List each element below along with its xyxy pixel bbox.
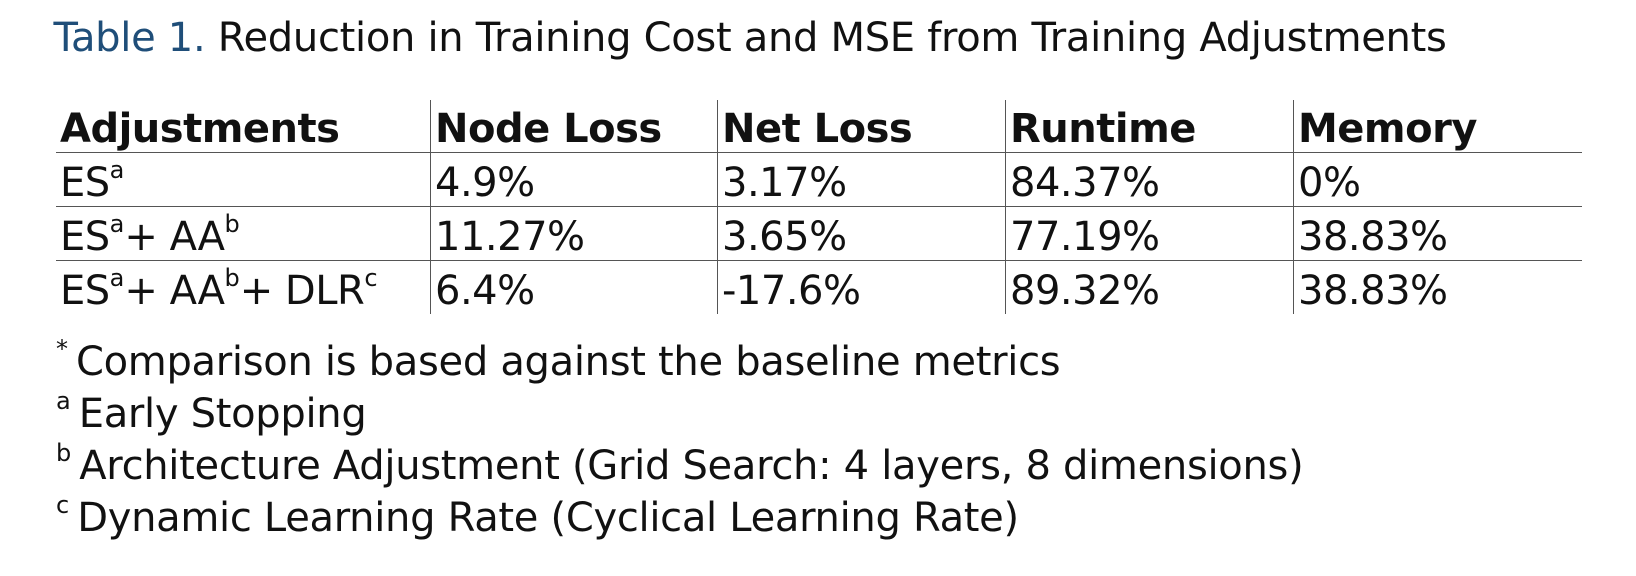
runtime-cell: 89.32% [1005, 260, 1294, 314]
table-row: ESa+ AAb+ DLRc 6.4% -17.6% 89.32% 38.83% [56, 260, 1582, 314]
header-net-loss: Net Loss [717, 100, 1006, 153]
table-caption: Table 1. Reduction in Training Cost and … [0, 12, 1500, 64]
adjustment-text: ES [60, 160, 110, 206]
footnote-text: Comparison is based against the baseline… [76, 339, 1061, 385]
table-row: ESa 4.9% 3.17% 84.37% 0% [56, 152, 1582, 207]
footnote-marker: a [56, 387, 71, 415]
node-loss-cell: 11.27% [430, 206, 718, 261]
footnote-marker: b [56, 439, 72, 467]
adjustment-text: ES [60, 214, 110, 260]
table-header-row: Adjustments Node Loss Net Loss Runtime M… [56, 100, 1582, 153]
net-loss-cell: 3.65% [717, 206, 1006, 261]
header-adjustments: Adjustments [56, 100, 431, 153]
footnote: c Dynamic Learning Rate (Cyclical Learnin… [56, 492, 1303, 544]
runtime-cell: 84.37% [1005, 152, 1294, 207]
footnote: * Comparison is based against the baselin… [56, 336, 1303, 388]
table-caption-label: Table 1. [53, 15, 206, 61]
table-row: ESa+ AAb 11.27% 3.65% 77.19% 38.83% [56, 206, 1582, 261]
memory-cell: 0% [1293, 152, 1582, 207]
runtime-cell: 77.19% [1005, 206, 1294, 261]
footnote-marker: * [56, 335, 68, 363]
adjustment-cell: ESa+ AAb+ DLRc [56, 261, 431, 314]
adjustment-text: + AA [124, 214, 225, 260]
footnote-marker: b [224, 210, 240, 238]
adjustment-text: + AA [124, 268, 225, 314]
adjustment-cell: ESa [56, 152, 431, 207]
memory-cell: 38.83% [1293, 206, 1582, 261]
results-table: Adjustments Node Loss Net Loss Runtime M… [56, 100, 1582, 314]
footnote-marker: c [56, 491, 70, 519]
net-loss-cell: -17.6% [717, 260, 1006, 314]
footnote-text: Dynamic Learning Rate (Cyclical Learning… [77, 495, 1019, 541]
node-loss-cell: 6.4% [430, 260, 718, 314]
footnote: b Architecture Adjustment (Grid Search: 4… [56, 439, 1304, 492]
adjustment-cell: ESa+ AAb [56, 206, 431, 261]
header-node-loss: Node Loss [430, 100, 718, 153]
node-loss-cell: 4.9% [430, 152, 718, 207]
footnote-marker: b [224, 264, 240, 292]
table-footnotes: * Comparison is based against the baselin… [56, 336, 1304, 544]
header-runtime: Runtime [1005, 100, 1294, 153]
net-loss-cell: 3.17% [717, 152, 1006, 207]
footnote-marker: a [109, 210, 125, 238]
footnote-marker: a [109, 156, 125, 184]
adjustment-text: + DLR [239, 268, 365, 314]
table-caption-text: Reduction in Training Cost and MSE from … [217, 15, 1447, 61]
footnote-text: Early Stopping [78, 391, 367, 437]
footnote-marker: c [364, 264, 378, 292]
footnote-marker: a [109, 264, 125, 292]
footnote: a Early Stopping [56, 388, 1303, 440]
footnote-text: Architecture Adjustment (Grid Search: 4 … [79, 443, 1304, 489]
header-memory: Memory [1293, 100, 1582, 153]
memory-cell: 38.83% [1293, 260, 1582, 314]
adjustment-text: ES [60, 268, 110, 314]
